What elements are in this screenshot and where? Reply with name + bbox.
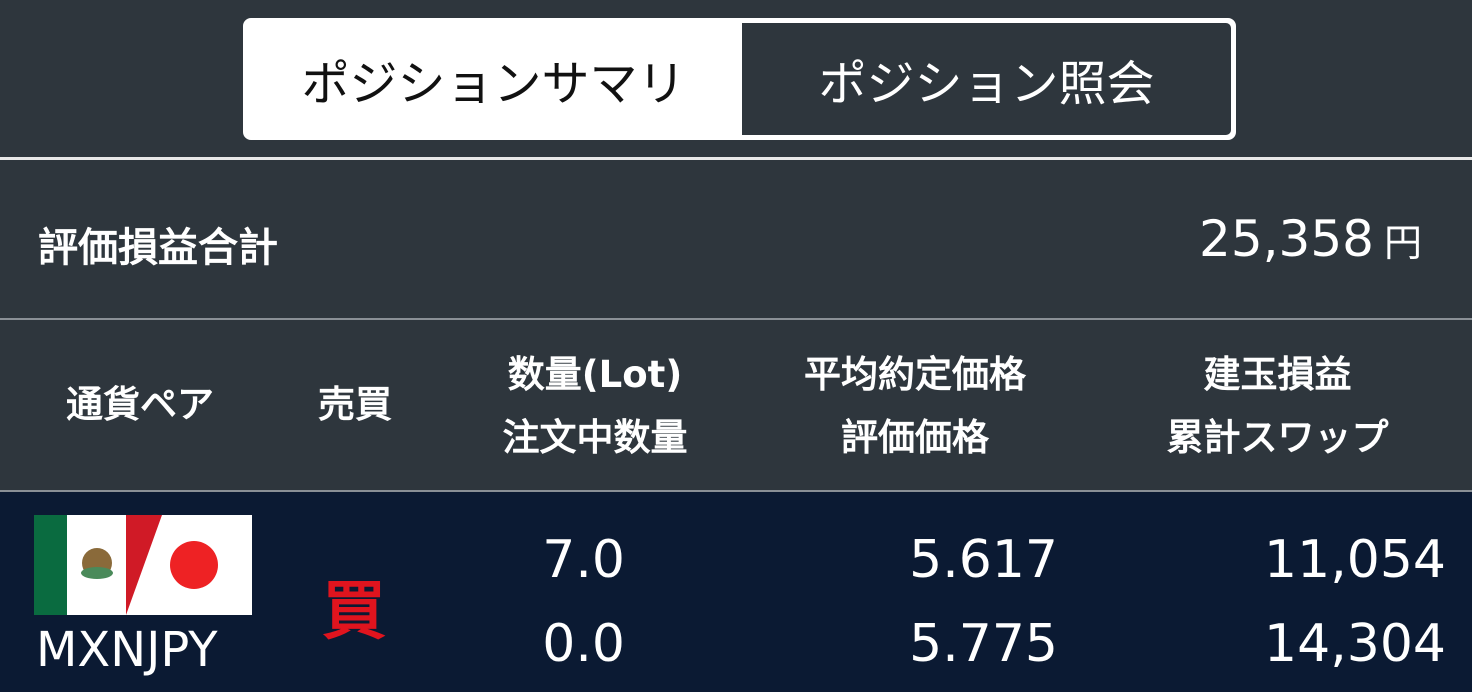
avg-price: 5.617 (909, 530, 1058, 590)
currency-unit: 円 (1383, 221, 1422, 265)
divider (0, 157, 1472, 160)
header-position-pl: 建玉損益 (1203, 353, 1352, 396)
header-pending-qty: 注文中数量 (502, 416, 688, 459)
divider (0, 318, 1472, 320)
position-tabs: ポジションサマリ ポジション照会 (243, 18, 1236, 140)
summary-row: 評価損益合計 25,358 円 (0, 160, 1472, 318)
total-pl-value: 25,358 円 (1199, 210, 1422, 268)
trade-side-buy: 買 (322, 575, 386, 649)
eval-price: 5.775 (909, 614, 1058, 674)
quantity: 7.0 (542, 530, 625, 590)
japan-flag-icon (170, 541, 218, 589)
header-eval-price: 評価価格 (841, 416, 989, 459)
table-row[interactable]: MXNJPY 買 7.0 0.0 5.617 5.775 11,054 14,3… (0, 492, 1472, 692)
header-side: 売買 (318, 383, 392, 426)
tab-position-inquiry[interactable]: ポジション照会 (742, 23, 1231, 135)
tab-position-summary[interactable]: ポジションサマリ (245, 20, 742, 138)
pending-quantity: 0.0 (542, 614, 625, 674)
header-qty: 数量(Lot) (507, 353, 683, 396)
position-pl: 11,054 (1264, 530, 1446, 590)
total-pl-amount: 25,358 (1199, 210, 1374, 268)
mexico-flag-icon (34, 515, 162, 615)
header-pair: 通貨ペア (66, 383, 214, 426)
divider (0, 490, 1472, 492)
cumulative-swap: 14,304 (1264, 614, 1446, 674)
currency-pair-flag-icon (34, 515, 252, 615)
currency-pair: MXNJPY (36, 622, 218, 678)
table-header: 通貨ペア 売買 数量(Lot) 注文中数量 平均約定価格 評価価格 建玉損益 累… (0, 320, 1472, 490)
header-avg-price: 平均約定価格 (804, 353, 1026, 396)
total-pl-label: 評価損益合計 (38, 225, 278, 271)
header-swap: 累計スワップ (1166, 416, 1389, 459)
